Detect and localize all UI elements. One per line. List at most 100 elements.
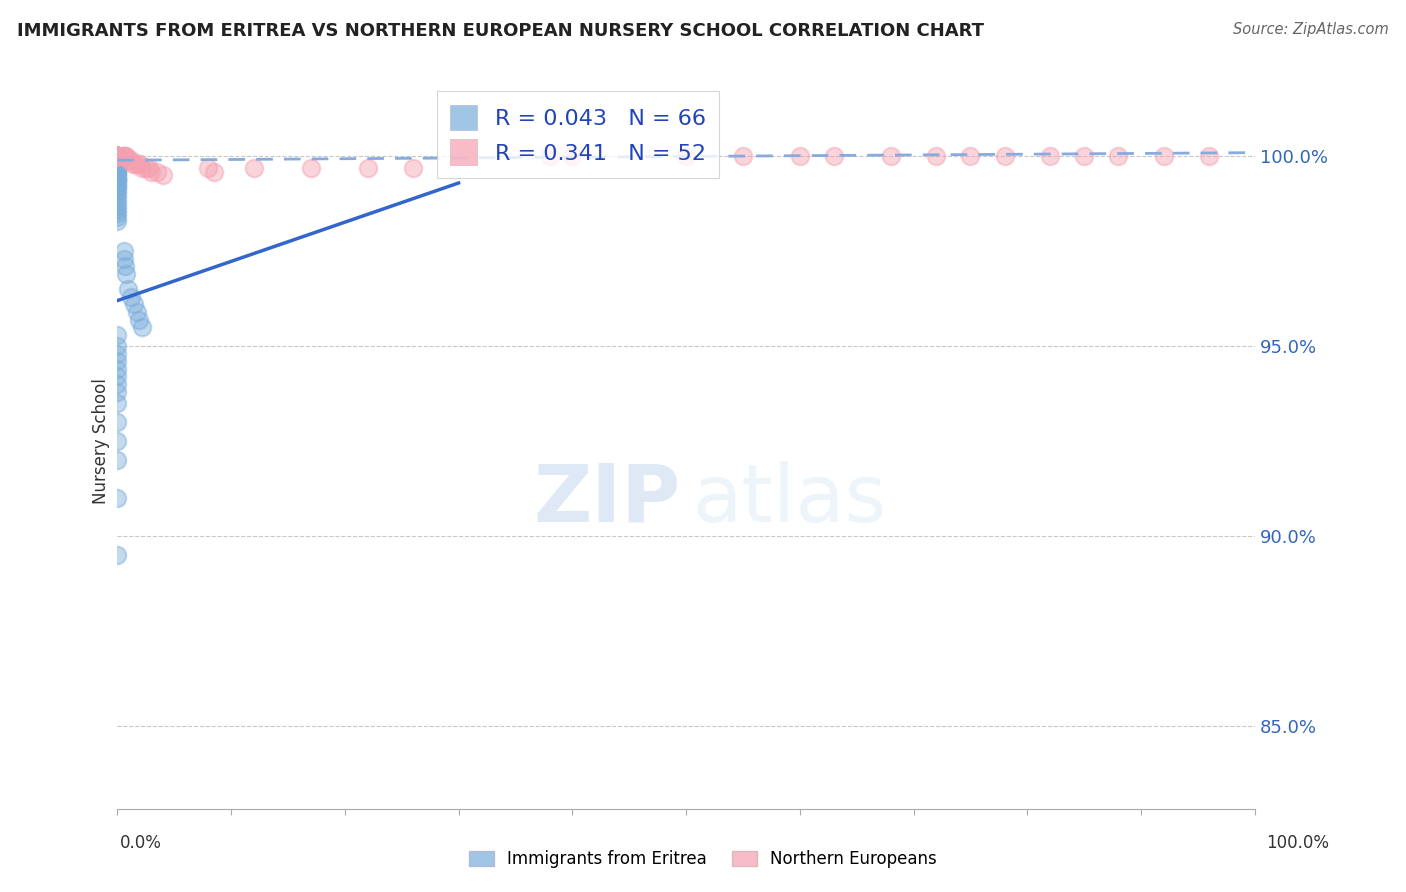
Point: [122, 157, 145, 171]
Point: [128, 312, 150, 326]
Point: [105, 169, 128, 183]
Point: [131, 320, 153, 334]
Text: 100.0%: 100.0%: [1265, 834, 1329, 852]
Point: [114, 260, 136, 274]
Point: [402, 161, 425, 175]
Point: [105, 179, 128, 194]
Point: [105, 149, 128, 163]
Text: atlas: atlas: [692, 461, 886, 539]
Point: [112, 252, 135, 266]
Point: [105, 149, 128, 163]
Point: [146, 164, 169, 178]
Point: [105, 149, 128, 163]
Point: [124, 157, 146, 171]
Point: [561, 149, 583, 163]
Point: [105, 149, 128, 163]
Point: [117, 282, 139, 296]
Point: [105, 491, 128, 505]
Point: [105, 153, 128, 168]
Point: [152, 169, 174, 183]
Point: [105, 153, 128, 168]
Point: [105, 149, 128, 163]
Point: [120, 290, 142, 304]
Point: [105, 164, 128, 178]
Point: [105, 347, 128, 361]
Point: [105, 161, 128, 175]
Point: [105, 149, 128, 163]
Text: IMMIGRANTS FROM ERITREA VS NORTHERN EUROPEAN NURSERY SCHOOL CORRELATION CHART: IMMIGRANTS FROM ERITREA VS NORTHERN EURO…: [17, 22, 984, 40]
Point: [105, 184, 128, 198]
Text: ZIP: ZIP: [533, 461, 681, 539]
Point: [105, 149, 128, 163]
Point: [789, 149, 811, 163]
Point: [105, 153, 128, 168]
Point: [141, 164, 163, 178]
Legend: Immigrants from Eritrea, Northern Europeans: Immigrants from Eritrea, Northern Europe…: [463, 844, 943, 875]
Point: [105, 161, 128, 175]
Point: [105, 384, 128, 399]
Point: [105, 149, 128, 163]
Point: [1039, 149, 1062, 163]
Point: [880, 149, 903, 163]
Point: [823, 149, 845, 163]
Point: [105, 199, 128, 213]
Point: [105, 149, 128, 163]
Point: [118, 153, 141, 168]
Point: [1153, 149, 1175, 163]
Point: [105, 434, 128, 448]
Point: [105, 191, 128, 205]
Point: [299, 161, 322, 175]
Point: [105, 214, 128, 228]
Point: [105, 149, 128, 163]
Point: [356, 161, 378, 175]
Point: [105, 202, 128, 217]
Point: [105, 149, 128, 163]
Point: [105, 176, 128, 190]
Point: [131, 161, 153, 175]
Point: [105, 548, 128, 562]
Point: [114, 149, 136, 163]
Point: [105, 176, 128, 190]
Point: [105, 415, 128, 429]
Point: [105, 172, 128, 186]
Point: [105, 149, 128, 163]
Point: [105, 210, 128, 224]
Point: [105, 153, 128, 168]
Point: [105, 149, 128, 163]
Point: [105, 172, 128, 186]
Point: [105, 369, 128, 384]
Point: [105, 172, 128, 186]
Y-axis label: Nursery School: Nursery School: [93, 378, 110, 504]
Point: [105, 149, 128, 163]
Text: Source: ZipAtlas.com: Source: ZipAtlas.com: [1233, 22, 1389, 37]
Point: [105, 157, 128, 171]
Point: [538, 149, 561, 163]
Point: [105, 149, 128, 163]
Point: [105, 149, 128, 163]
Point: [105, 169, 128, 183]
Point: [105, 179, 128, 194]
Point: [731, 149, 754, 163]
Point: [1198, 149, 1220, 163]
Point: [129, 157, 152, 171]
Point: [105, 149, 128, 163]
Point: [124, 297, 146, 311]
Point: [105, 157, 128, 171]
Point: [925, 149, 948, 163]
Point: [105, 153, 128, 168]
Point: [959, 149, 981, 163]
Point: [105, 157, 128, 171]
Point: [105, 396, 128, 410]
Point: [135, 161, 157, 175]
Point: [120, 153, 142, 168]
Point: [138, 161, 160, 175]
Point: [994, 149, 1017, 163]
Point: [105, 149, 128, 163]
Point: [105, 194, 128, 209]
Point: [105, 149, 128, 163]
Point: [105, 149, 128, 163]
Point: [197, 161, 219, 175]
Text: 0.0%: 0.0%: [120, 834, 162, 852]
Point: [105, 362, 128, 376]
Legend: R = 0.043   N = 66, R = 0.341   N = 52: R = 0.043 N = 66, R = 0.341 N = 52: [437, 92, 718, 178]
